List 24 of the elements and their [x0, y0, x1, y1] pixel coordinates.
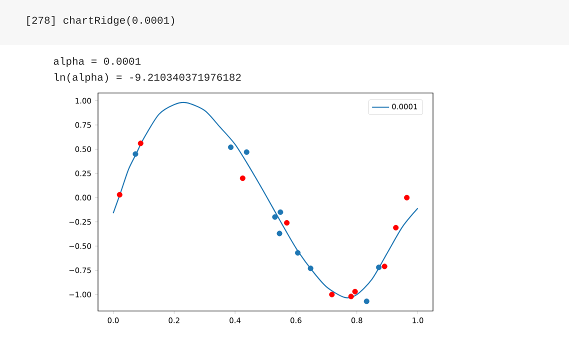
point [352, 288, 358, 294]
point [364, 298, 370, 304]
point [295, 250, 301, 256]
point [116, 192, 122, 198]
text: ln(alpha) = -9.210340371976182 [54, 73, 241, 83]
point [376, 264, 382, 270]
point [276, 230, 282, 236]
point [382, 264, 388, 270]
point [132, 151, 138, 157]
point [393, 224, 399, 230]
text: alpha = 0.0001 [54, 57, 141, 67]
point [348, 294, 354, 300]
point [278, 209, 284, 215]
point [138, 140, 144, 146]
point [308, 266, 314, 272]
point [244, 149, 250, 155]
text: [278] chartRidge(0.0001) [27, 16, 174, 26]
point [240, 175, 246, 182]
point [284, 220, 290, 226]
point [404, 194, 410, 200]
point [228, 144, 234, 150]
point [329, 292, 335, 298]
line-series [112, 102, 418, 298]
point [272, 214, 278, 220]
